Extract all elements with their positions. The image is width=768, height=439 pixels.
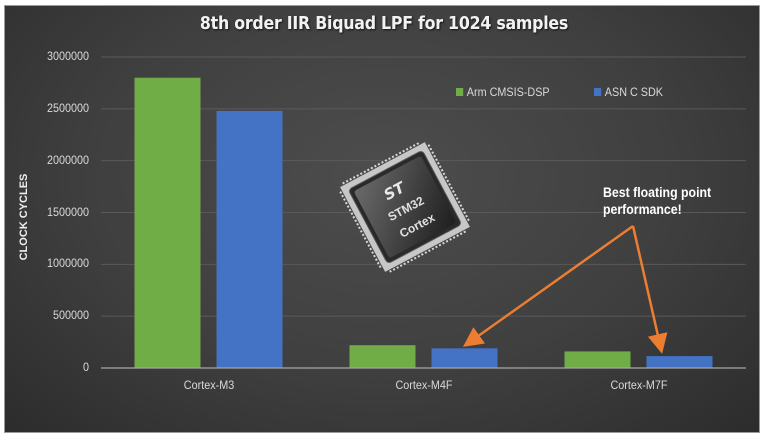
bar-cortex-m4f-0 xyxy=(349,345,416,368)
bar-cortex-m4f-1 xyxy=(431,348,498,368)
y-axis-label: CLOCK CYCLES xyxy=(18,173,30,261)
x-tick-label: Cortex-M7F xyxy=(609,378,668,392)
legend-swatch-green-icon xyxy=(456,88,464,96)
y-tick-label: 0 xyxy=(82,360,89,374)
y-tick-label: 2500000 xyxy=(46,100,89,115)
y-tick-label: 3000000 xyxy=(46,49,89,63)
legend-item-cmsis: Arm CMSIS-DSP xyxy=(456,85,550,99)
chip-image: ST STM32 Cortex xyxy=(339,141,471,273)
chart-title: 8th order IIR Biquad LPF for 1024 sample… xyxy=(199,13,569,34)
annotation-text: Best floating point performance! xyxy=(603,184,711,218)
bar-cortex-m7f-0 xyxy=(564,351,631,368)
arrow-to-m7f-icon xyxy=(631,225,668,354)
legend-label: Arm CMSIS-DSP xyxy=(466,85,550,99)
annotation-line-1: Best floating point xyxy=(603,184,712,200)
y-tick-label: 1500000 xyxy=(46,204,89,219)
y-tick-label: 1000000 xyxy=(46,256,89,271)
x-tick-label: Cortex-M4F xyxy=(394,378,453,392)
bar-cortex-m3-0 xyxy=(134,77,201,368)
legend-swatch-blue-icon xyxy=(594,88,602,96)
bars xyxy=(134,77,713,368)
y-tick-label: 2000000 xyxy=(46,152,89,167)
y-tick-label: 500000 xyxy=(52,308,89,323)
bar-cortex-m3-1 xyxy=(216,110,283,368)
legend-item-asn: ASN C SDK xyxy=(594,85,663,99)
bar-cortex-m7f-1 xyxy=(646,356,713,368)
annotation-arrows xyxy=(462,224,668,354)
legend-label: ASN C SDK xyxy=(604,85,664,99)
x-tick-label: Cortex-M3 xyxy=(183,378,234,392)
gridlines xyxy=(101,56,746,317)
annotation-line-2: performance! xyxy=(603,201,682,217)
arrow-to-m4f-icon xyxy=(462,224,634,347)
